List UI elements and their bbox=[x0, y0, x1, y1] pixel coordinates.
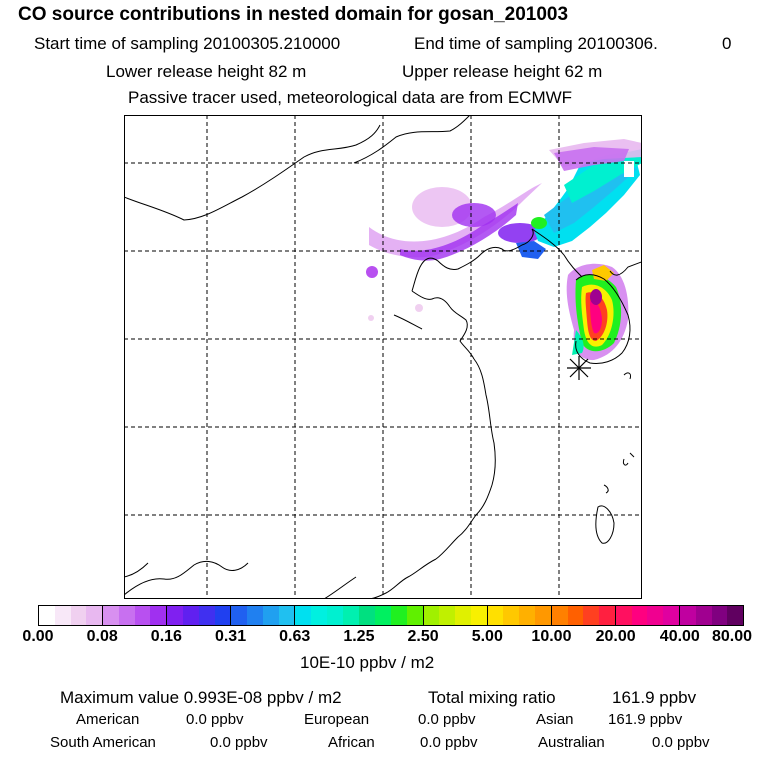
color-scale-swatch bbox=[535, 606, 551, 625]
asian-value: 161.9 ppbv bbox=[608, 711, 683, 728]
color-scale-swatch bbox=[647, 606, 664, 625]
map-border bbox=[124, 115, 642, 599]
african-label: African bbox=[328, 734, 375, 751]
total-mixing-value: 161.9 ppbv bbox=[612, 688, 697, 707]
american-label: American bbox=[76, 711, 140, 728]
color-scale-swatch bbox=[519, 606, 535, 625]
color-scale-swatch bbox=[295, 606, 312, 625]
color-scale-segment bbox=[551, 606, 616, 625]
color-scale-swatch bbox=[391, 606, 407, 625]
south-american-value: 0.0 ppbv bbox=[210, 734, 268, 751]
color-scale-swatch bbox=[70, 606, 87, 625]
color-scale-swatch bbox=[455, 606, 471, 625]
asterisk-marker-icon bbox=[567, 356, 591, 380]
color-scale-swatch bbox=[439, 606, 456, 625]
upper-release-height: Upper release height 62 m bbox=[402, 62, 603, 81]
color-scale-swatch bbox=[214, 606, 231, 625]
color-scale-segment bbox=[103, 606, 168, 625]
color-scale-tick-label: 10.00 bbox=[531, 628, 572, 645]
color-scale-segment bbox=[679, 606, 744, 625]
color-scale-bar bbox=[38, 605, 744, 626]
color-scale-tick-label: 20.00 bbox=[595, 628, 636, 645]
color-scale-swatch bbox=[375, 606, 392, 625]
color-scale-tick-label: 1.25 bbox=[343, 628, 375, 645]
concentration-plume bbox=[366, 139, 642, 361]
color-scale-segment bbox=[359, 606, 424, 625]
color-scale-swatch bbox=[423, 606, 440, 625]
european-value: 0.0 ppbv bbox=[418, 711, 476, 728]
color-scale-swatch bbox=[262, 606, 279, 625]
color-scale-swatch bbox=[231, 606, 248, 625]
color-scale-swatch bbox=[103, 606, 119, 625]
european-label: European bbox=[304, 711, 370, 728]
end-time-label: End time of sampling 20100306. bbox=[414, 34, 658, 53]
map-panel bbox=[124, 115, 642, 599]
color-scale-swatch bbox=[39, 606, 55, 625]
color-scale-swatch bbox=[359, 606, 376, 625]
color-scale-swatch bbox=[198, 606, 215, 625]
color-scale-segment bbox=[615, 606, 680, 625]
color-scale-swatch bbox=[711, 606, 728, 625]
color-scale-segment bbox=[39, 606, 104, 625]
lat-lon-grid bbox=[124, 115, 642, 599]
color-scale-swatch bbox=[727, 606, 744, 625]
color-scale-segment bbox=[423, 606, 488, 625]
color-scale-swatch bbox=[631, 606, 648, 625]
color-scale-swatch bbox=[679, 606, 696, 625]
color-scale-swatch bbox=[150, 606, 167, 625]
color-scale-swatch bbox=[583, 606, 600, 625]
color-scale-swatch bbox=[487, 606, 504, 625]
color-scale-tick-label: 0.08 bbox=[86, 628, 118, 645]
color-scale-swatch bbox=[86, 606, 103, 625]
color-scale-swatch bbox=[470, 606, 487, 625]
color-scale-units: 10E-10 ppbv / m2 bbox=[300, 653, 435, 672]
color-scale-swatch bbox=[311, 606, 327, 625]
color-scale-swatch bbox=[247, 606, 263, 625]
map-canvas bbox=[124, 115, 642, 599]
color-scale-tick-label: 0.00 bbox=[22, 628, 54, 645]
color-scale-segment bbox=[295, 606, 360, 625]
color-scale-swatch bbox=[278, 606, 295, 625]
end-time-value: 0 bbox=[722, 34, 732, 53]
color-scale-segment bbox=[167, 606, 232, 625]
maximum-value: Maximum value 0.993E-08 ppbv / m2 bbox=[60, 688, 342, 707]
australian-value: 0.0 ppbv bbox=[652, 734, 710, 751]
color-scale-swatch bbox=[118, 606, 135, 625]
color-scale-tick-label: 0.63 bbox=[279, 628, 311, 645]
color-scale-tick-label: 40.00 bbox=[659, 628, 700, 645]
lower-release-height: Lower release height 82 m bbox=[106, 62, 307, 81]
color-scale-swatch bbox=[503, 606, 520, 625]
color-scale-swatch bbox=[134, 606, 151, 625]
color-scale-swatch bbox=[326, 606, 343, 625]
color-scale-tick-label: 0.16 bbox=[150, 628, 182, 645]
color-scale-segment bbox=[487, 606, 552, 625]
color-scale-swatch bbox=[663, 606, 679, 625]
australian-label: Australian bbox=[538, 734, 605, 751]
color-scale-tick-label: 5.00 bbox=[471, 628, 503, 645]
color-scale-swatch bbox=[406, 606, 423, 625]
south-american-label: South American bbox=[50, 734, 156, 751]
color-scale-swatch bbox=[167, 606, 183, 625]
color-scale-tick-label: 80.00 bbox=[711, 628, 753, 645]
color-scale-swatch bbox=[567, 606, 584, 625]
color-scale-swatch bbox=[54, 606, 71, 625]
color-scale-swatch bbox=[615, 606, 632, 625]
color-scale-swatch bbox=[695, 606, 712, 625]
color-scale-tick-label: 2.50 bbox=[407, 628, 439, 645]
color-scale-swatch bbox=[342, 606, 359, 625]
color-scale-tick-label: 0.31 bbox=[214, 628, 247, 645]
african-value: 0.0 ppbv bbox=[420, 734, 478, 751]
coastlines bbox=[124, 115, 642, 599]
color-scale-segment bbox=[231, 606, 296, 625]
american-value: 0.0 ppbv bbox=[186, 711, 244, 728]
map-title: CO source contributions in nested domain… bbox=[18, 4, 569, 25]
color-scale-swatch bbox=[182, 606, 199, 625]
tracer-note: Passive tracer used, meteorological data… bbox=[128, 88, 573, 107]
total-mixing-label: Total mixing ratio bbox=[428, 688, 556, 707]
start-time-label: Start time of sampling 20100305.210000 bbox=[34, 34, 341, 53]
color-scale-swatch bbox=[551, 606, 568, 625]
color-scale-swatch bbox=[599, 606, 615, 625]
asian-label: Asian bbox=[536, 711, 574, 728]
